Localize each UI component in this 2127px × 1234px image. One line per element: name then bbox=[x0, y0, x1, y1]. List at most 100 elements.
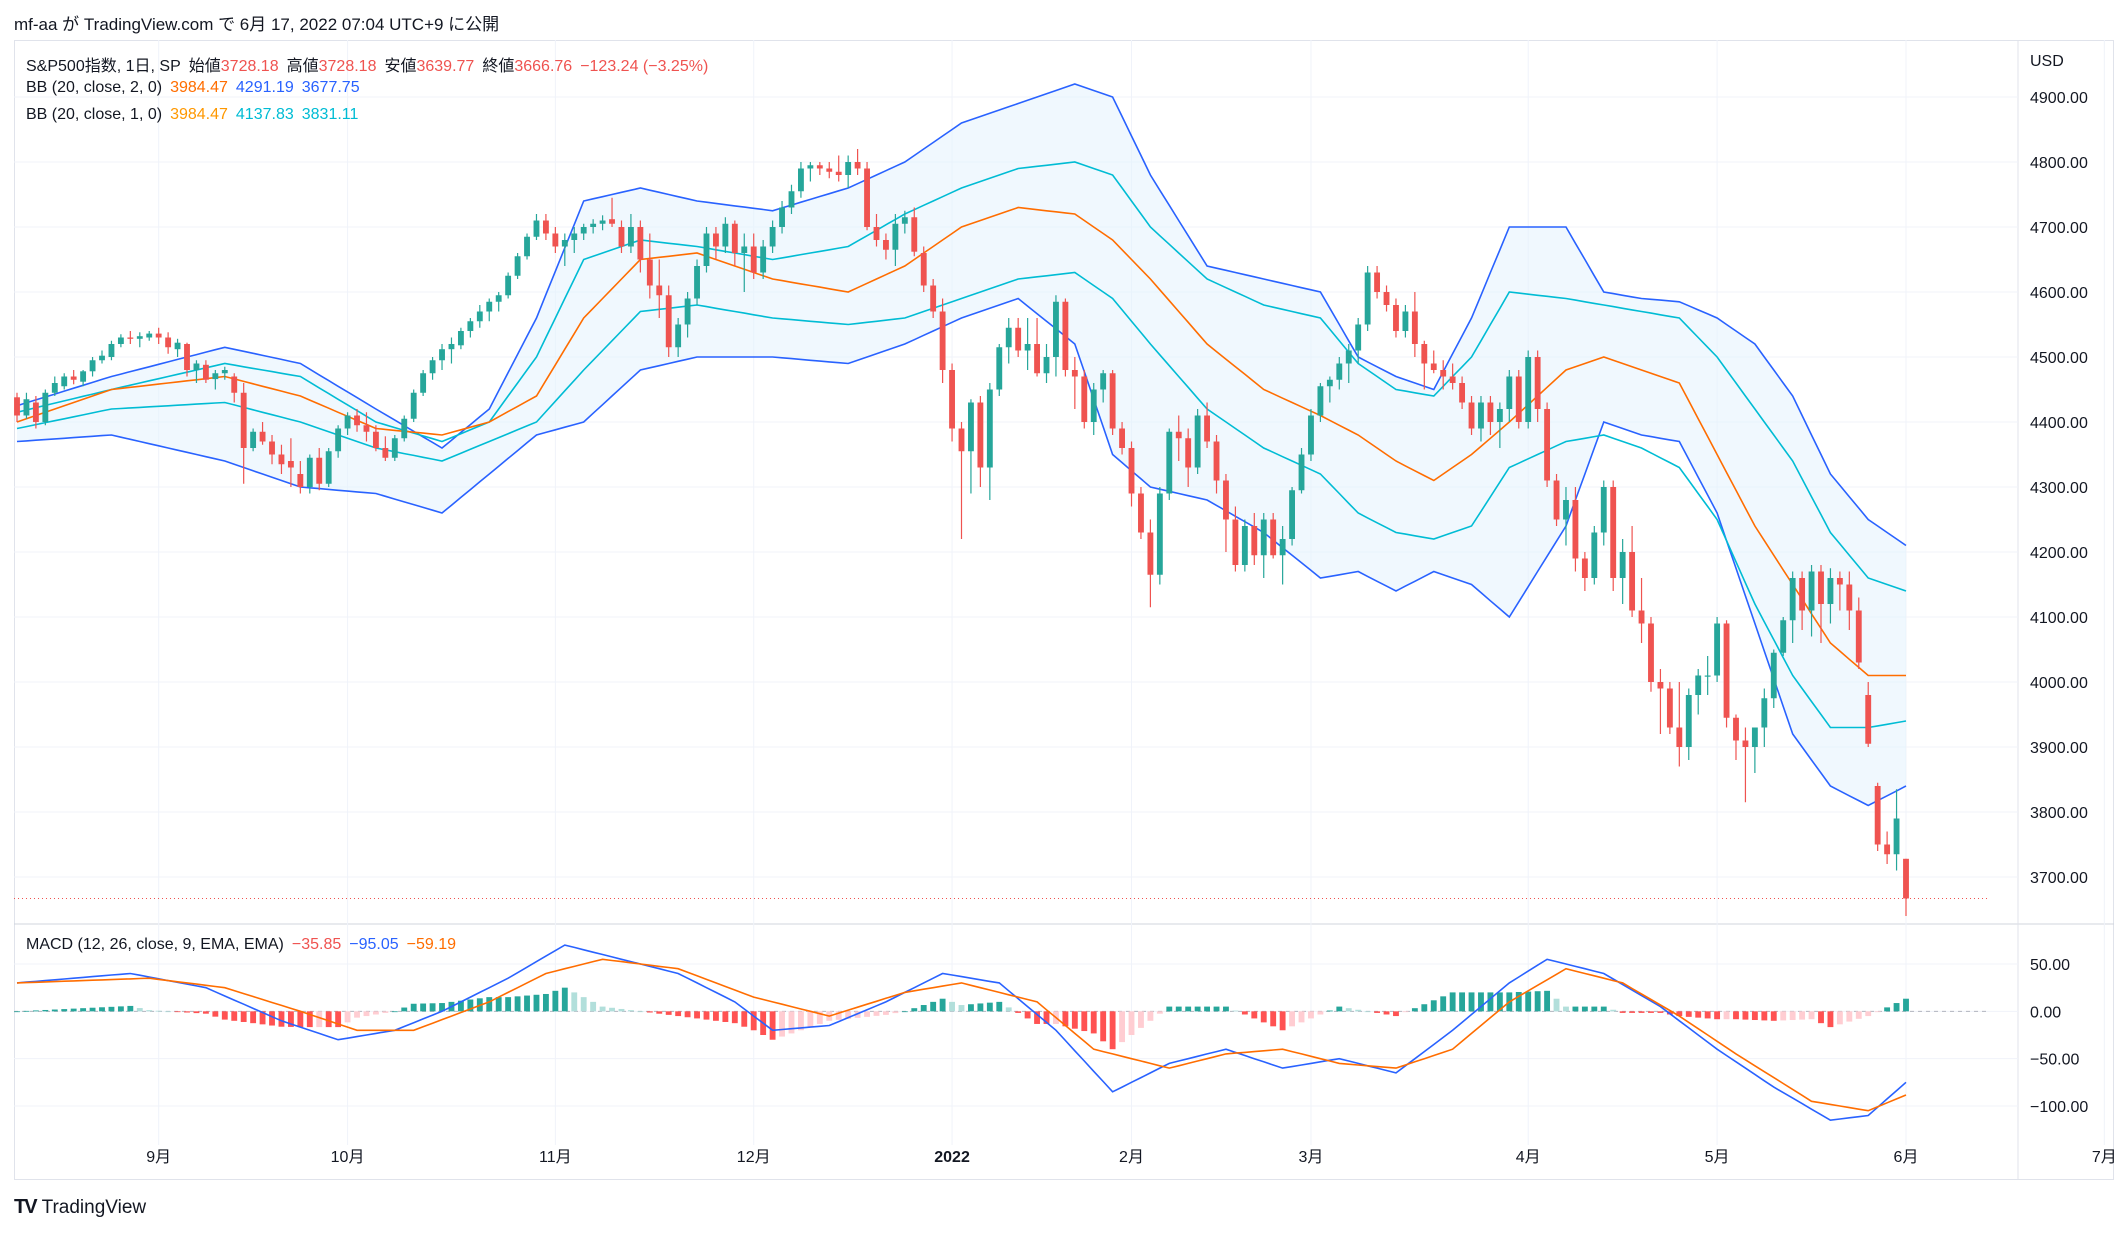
candle-body[interactable] bbox=[1903, 858, 1909, 899]
candle-body[interactable] bbox=[930, 285, 937, 312]
candle-body[interactable] bbox=[1100, 373, 1107, 390]
candle-body[interactable] bbox=[1619, 552, 1626, 578]
candle-body[interactable] bbox=[250, 431, 257, 448]
candle-body[interactable] bbox=[1478, 402, 1484, 429]
candle-body[interactable] bbox=[750, 246, 757, 273]
candle-body[interactable] bbox=[656, 285, 663, 296]
candle-body[interactable] bbox=[1515, 376, 1522, 423]
candle-body[interactable] bbox=[32, 402, 39, 423]
candle-body[interactable] bbox=[1364, 272, 1371, 325]
candle-body[interactable] bbox=[1402, 311, 1409, 332]
candle-body[interactable] bbox=[1374, 272, 1381, 293]
candle-body[interactable] bbox=[1232, 519, 1239, 566]
symbol-label[interactable]: S&P500指数, 1日, SP bbox=[26, 58, 181, 75]
candle-body[interactable] bbox=[920, 253, 927, 286]
candle-body[interactable] bbox=[70, 376, 77, 380]
candle-body[interactable] bbox=[1156, 493, 1163, 575]
candle-body[interactable] bbox=[1138, 493, 1144, 533]
candle-body[interactable] bbox=[1553, 480, 1560, 520]
candle-body[interactable] bbox=[1827, 578, 1834, 604]
bb1-legend[interactable]: BB (20, close, 1, 0) 3984.47 4137.83 3831.1… bbox=[26, 106, 366, 124]
candle-body[interactable] bbox=[439, 349, 445, 361]
candle-body[interactable] bbox=[344, 415, 351, 429]
candle-body[interactable] bbox=[684, 298, 691, 325]
candle-body[interactable] bbox=[1855, 610, 1862, 663]
candle-body[interactable] bbox=[1893, 818, 1900, 855]
candle-body[interactable] bbox=[1666, 688, 1673, 728]
candle-body[interactable] bbox=[80, 371, 87, 382]
candle-body[interactable] bbox=[117, 337, 124, 345]
candle-body[interactable] bbox=[816, 165, 823, 169]
candle-body[interactable] bbox=[240, 392, 247, 448]
candle-body[interactable] bbox=[609, 219, 615, 224]
candle-body[interactable] bbox=[1308, 415, 1314, 455]
candle-body[interactable] bbox=[1544, 409, 1551, 481]
candle-body[interactable] bbox=[231, 376, 238, 393]
candle-body[interactable] bbox=[1884, 844, 1891, 855]
candle-body[interactable] bbox=[221, 370, 228, 374]
candle-body[interactable] bbox=[1657, 682, 1664, 689]
candle-body[interactable] bbox=[1053, 301, 1059, 357]
candle-body[interactable] bbox=[287, 461, 294, 468]
candle-body[interactable] bbox=[193, 363, 200, 371]
candle-body[interactable] bbox=[23, 399, 30, 416]
candle-body[interactable] bbox=[1865, 695, 1872, 744]
candle-body[interactable] bbox=[1648, 623, 1654, 683]
candle-body[interactable] bbox=[1147, 532, 1154, 575]
candle-body[interactable] bbox=[1289, 490, 1296, 539]
candle-body[interactable] bbox=[1534, 357, 1541, 409]
candle-body[interactable] bbox=[1393, 305, 1399, 331]
candle-body[interactable] bbox=[968, 402, 974, 452]
candle-body[interactable] bbox=[165, 337, 172, 348]
candle-body[interactable] bbox=[1742, 740, 1749, 748]
candle-body[interactable] bbox=[372, 431, 379, 448]
candle-body[interactable] bbox=[1034, 344, 1040, 374]
candle-body[interactable] bbox=[505, 275, 512, 296]
candle-body[interactable] bbox=[1175, 431, 1182, 439]
candle-body[interactable] bbox=[1213, 441, 1220, 481]
candle-body[interactable] bbox=[269, 441, 275, 455]
candle-body[interactable] bbox=[1685, 695, 1692, 747]
candle-body[interactable] bbox=[1789, 578, 1796, 621]
candle-body[interactable] bbox=[467, 321, 474, 331]
candle-body[interactable] bbox=[1440, 370, 1447, 377]
candle-body[interactable] bbox=[297, 474, 304, 487]
candle-body[interactable] bbox=[1733, 717, 1739, 741]
candle-body[interactable] bbox=[325, 451, 332, 484]
candle-body[interactable] bbox=[1185, 438, 1192, 468]
candle-body[interactable] bbox=[1629, 552, 1636, 611]
candle-body[interactable] bbox=[14, 397, 20, 416]
candle-body[interactable] bbox=[694, 266, 700, 299]
candle-body[interactable] bbox=[1572, 500, 1579, 559]
candle-body[interactable] bbox=[1241, 526, 1248, 565]
candle-body[interactable] bbox=[1015, 327, 1022, 351]
candle-body[interactable] bbox=[1336, 363, 1343, 380]
candle-body[interactable] bbox=[1723, 623, 1730, 718]
candle-body[interactable] bbox=[1279, 539, 1286, 556]
candle-body[interactable] bbox=[722, 223, 729, 247]
candle-body[interactable] bbox=[807, 165, 814, 169]
candle-body[interactable] bbox=[61, 376, 68, 387]
candle-body[interactable] bbox=[769, 227, 776, 247]
candle-body[interactable] bbox=[1600, 487, 1607, 533]
candle-body[interactable] bbox=[1223, 480, 1229, 520]
bb2-legend[interactable]: BB (20, close, 2, 0) 3984.47 4291.19 3677.7… bbox=[26, 79, 368, 97]
candle-body[interactable] bbox=[1799, 578, 1806, 611]
candle-body[interactable] bbox=[996, 347, 1003, 390]
candle-body[interactable] bbox=[155, 333, 162, 338]
candle-body[interactable] bbox=[665, 295, 672, 348]
candle-body[interactable] bbox=[571, 233, 578, 241]
candle-body[interactable] bbox=[1345, 350, 1352, 364]
candle-body[interactable] bbox=[259, 431, 266, 442]
candle-body[interactable] bbox=[533, 220, 540, 237]
candle-body[interactable] bbox=[845, 162, 852, 175]
candle-body[interactable] bbox=[1128, 448, 1135, 494]
candle-body[interactable] bbox=[713, 233, 719, 247]
candle-body[interactable] bbox=[854, 162, 861, 169]
candle-body[interactable] bbox=[410, 392, 417, 419]
candle-body[interactable] bbox=[1317, 386, 1324, 416]
candle-body[interactable] bbox=[524, 236, 530, 257]
candle-body[interactable] bbox=[1704, 675, 1711, 677]
candle-body[interactable] bbox=[1581, 558, 1588, 579]
candle-body[interactable] bbox=[1298, 454, 1305, 491]
